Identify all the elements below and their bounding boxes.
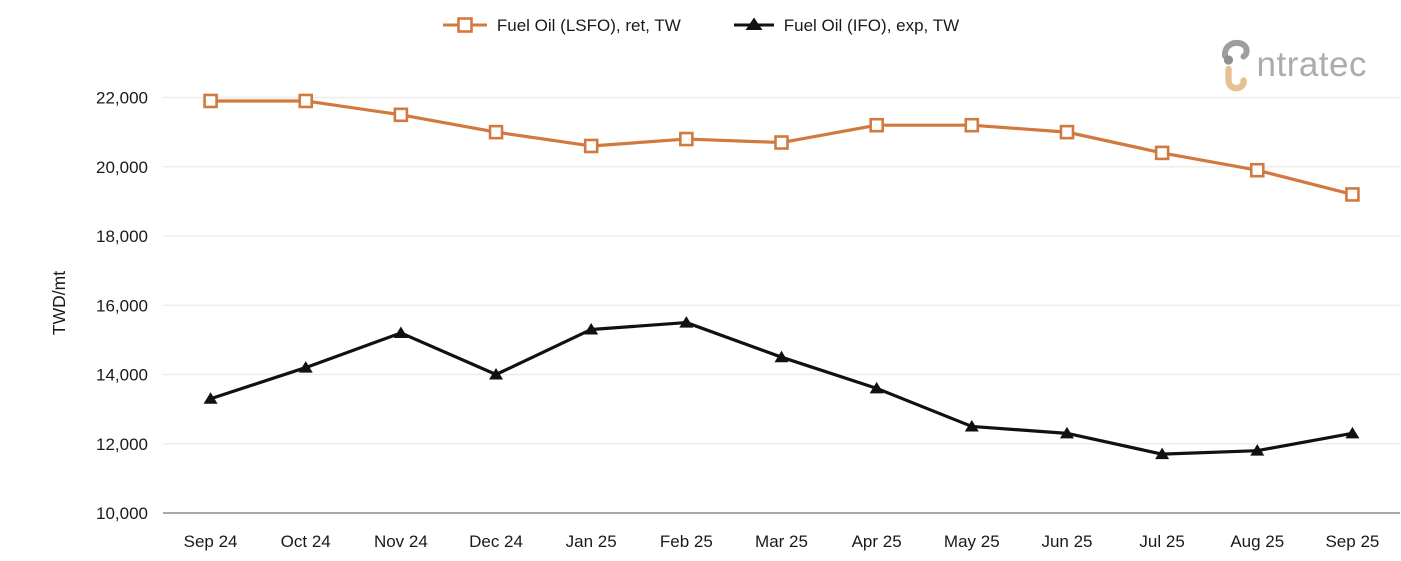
series-line-1 [208, 320, 1355, 456]
data-point-marker [869, 117, 884, 133]
data-point-marker [1154, 145, 1170, 161]
x-tick-label: Jan 25 [566, 532, 617, 551]
data-point-marker [1345, 187, 1360, 202]
data-point-marker [489, 368, 504, 380]
data-point-marker [679, 131, 694, 147]
data-point-marker [774, 135, 789, 150]
chart-legend: Fuel Oil (LSFO), ret, TW Fuel Oil (IFO),… [0, 16, 1401, 34]
y-tick-label: 20,000 [96, 158, 148, 177]
data-point-marker [964, 117, 980, 133]
y-tick-label: 12,000 [96, 435, 148, 454]
y-tick-label: 14,000 [96, 366, 148, 385]
intratec-logo-text: ntratec [1256, 45, 1367, 84]
lsfo-legend-marker [442, 16, 488, 34]
x-tick-label: May 25 [944, 532, 1000, 551]
data-point-marker [583, 138, 599, 154]
data-point-marker [298, 361, 313, 373]
x-tick-label: Nov 24 [374, 532, 428, 551]
data-point-marker [298, 93, 314, 109]
x-tick-label: Jul 25 [1139, 532, 1184, 551]
x-tick-label: Mar 25 [755, 532, 808, 551]
x-tick-label: Sep 25 [1325, 532, 1379, 551]
data-point-marker [1345, 426, 1360, 439]
legend-item-lsfo[interactable]: Fuel Oil (LSFO), ret, TW [442, 16, 681, 34]
data-point-marker [203, 392, 218, 404]
data-point-marker [488, 124, 504, 140]
x-tick-label: Jun 25 [1041, 532, 1092, 551]
ifo-legend-marker [733, 16, 775, 34]
x-tick-label: Aug 25 [1230, 532, 1284, 551]
data-point-marker [393, 107, 409, 123]
data-point-marker [964, 419, 979, 432]
data-point-marker [1249, 162, 1265, 178]
y-tick-label: 16,000 [96, 296, 148, 315]
x-tick-label: Feb 25 [660, 532, 713, 551]
x-tick-label: Dec 24 [469, 532, 523, 551]
y-tick-label: 22,000 [96, 89, 148, 108]
data-point-marker [393, 326, 408, 338]
intratec-logo-icon [1216, 36, 1256, 92]
intratec-logo: ntratec [1216, 36, 1368, 92]
legend-item-ifo[interactable]: Fuel Oil (IFO), exp, TW [733, 16, 959, 34]
data-point-marker [774, 350, 789, 363]
data-point-marker [203, 93, 218, 109]
y-tick-label: 10,000 [96, 504, 148, 523]
legend-label-ifo: Fuel Oil (IFO), exp, TW [783, 15, 960, 35]
data-point-marker [584, 322, 599, 335]
y-axis-title: TWD/mt [49, 271, 69, 335]
x-tick-label: Oct 24 [281, 532, 331, 551]
data-point-marker [869, 381, 884, 394]
x-tick-label: Sep 24 [184, 532, 238, 551]
data-point-marker [1155, 447, 1170, 460]
data-point-marker [1059, 426, 1074, 439]
legend-label-lsfo: Fuel Oil (LSFO), ret, TW [496, 15, 681, 35]
data-point-marker [1059, 124, 1075, 140]
data-point-marker [679, 316, 694, 328]
y-tick-label: 18,000 [96, 227, 148, 246]
x-tick-label: Apr 25 [852, 532, 902, 551]
data-point-marker [1250, 444, 1265, 456]
